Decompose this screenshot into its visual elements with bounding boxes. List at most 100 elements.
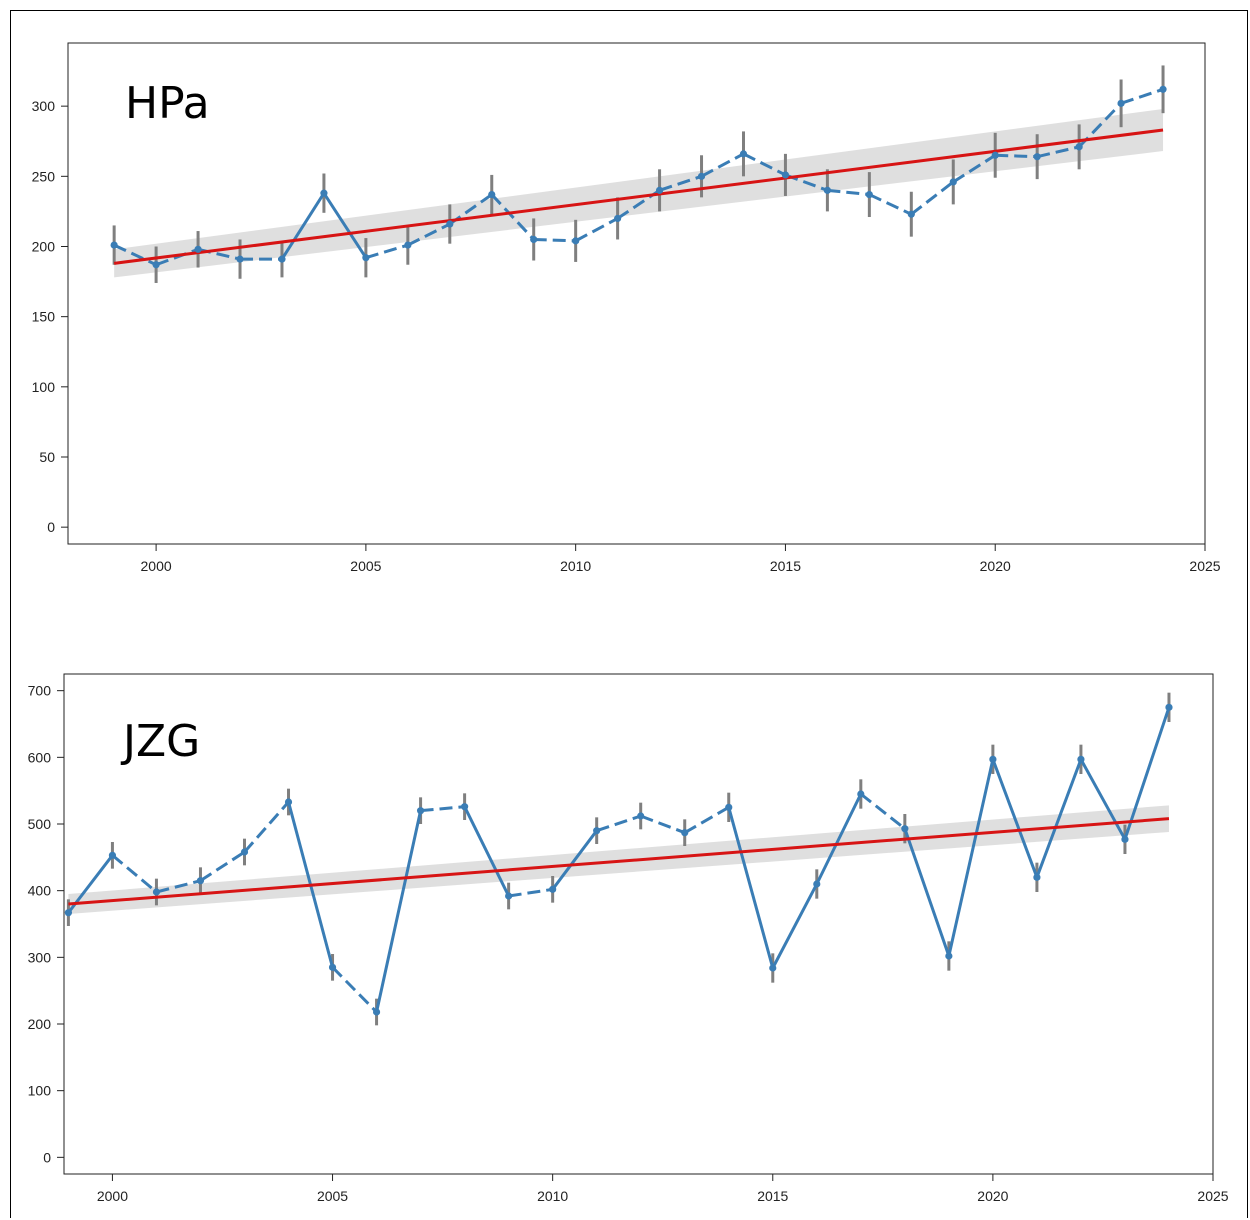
- data-point: [991, 151, 999, 159]
- figure-frame: [10, 10, 1248, 1218]
- series-line-segment: [533, 237, 576, 243]
- data-point: [614, 214, 622, 223]
- trend-confidence-band: [68, 805, 1169, 914]
- series-line-segment: [551, 829, 598, 891]
- data-point: [236, 255, 244, 263]
- series-line-segment: [156, 879, 201, 894]
- data-point: [769, 964, 777, 972]
- series-line-segment: [420, 805, 465, 813]
- data-point: [989, 755, 997, 763]
- data-point: [284, 798, 293, 806]
- data-point: [278, 255, 286, 263]
- data-point: [362, 254, 370, 262]
- trend-line: [113, 128, 1164, 265]
- y-tick-label: 300: [28, 949, 52, 965]
- data-point: [697, 172, 706, 180]
- series-line-segment: [155, 247, 199, 267]
- x-tick-label: 2020: [977, 1188, 1008, 1204]
- series-line-segment: [727, 806, 775, 969]
- data-point: [64, 909, 73, 917]
- data-point: [593, 827, 601, 835]
- series-line-segment: [113, 243, 157, 267]
- data-point: [240, 848, 249, 856]
- y-tick-label: 300: [32, 98, 56, 114]
- series-line-segment: [991, 758, 1039, 878]
- data-point: [194, 245, 202, 253]
- data-point: [681, 829, 689, 837]
- data-point: [152, 261, 160, 269]
- data-point: [549, 885, 557, 893]
- data-point: [823, 186, 831, 194]
- x-tick-label: 2000: [97, 1188, 128, 1204]
- data-point: [1159, 85, 1167, 93]
- panel-title: HPa: [125, 78, 210, 129]
- chart-panel-hpa: 2000 2005 2010 2015 2020 2025 0 50 100 150 200 250 3…: [32, 42, 1221, 574]
- data-point: [949, 178, 957, 186]
- series-line-segment: [574, 217, 619, 243]
- data-point: [328, 963, 337, 971]
- series-line-segment: [952, 154, 997, 184]
- data-point: [1077, 755, 1085, 763]
- y-tick-label: 0: [47, 519, 55, 535]
- series-line-segment: [683, 806, 730, 834]
- y-tick-label: 200: [32, 238, 56, 254]
- data-point: [781, 171, 790, 179]
- y-tick-label: 100: [32, 379, 56, 395]
- series-line-segment: [243, 801, 290, 853]
- data-point: [416, 807, 425, 815]
- data-point: [108, 851, 117, 859]
- data-point: [725, 803, 733, 811]
- series-line-segment: [771, 883, 819, 969]
- x-tick-label: 2010: [537, 1188, 568, 1204]
- y-tick-label: 700: [28, 683, 52, 699]
- x-tick-label: 2005: [317, 1188, 348, 1204]
- series-line-segment: [463, 806, 510, 897]
- x-tick-label: 2000: [141, 558, 172, 574]
- data-point: [196, 877, 205, 885]
- trend-confidence-band: [114, 108, 1164, 278]
- data-point: [488, 190, 496, 199]
- y-tick-label: 200: [28, 1016, 52, 1032]
- series-line-segment: [365, 243, 409, 260]
- series-line-segment: [659, 174, 703, 192]
- y-tick-label: 400: [28, 883, 52, 899]
- series-line-segment: [827, 188, 870, 197]
- data-point: [1075, 143, 1083, 151]
- x-tick-label: 2025: [1197, 1188, 1228, 1204]
- data-point: [637, 812, 645, 820]
- y-tick-label: 250: [32, 168, 56, 184]
- x-tick-label: 2015: [770, 558, 801, 574]
- series-line-segment: [1035, 758, 1083, 878]
- series-line-segment: [280, 192, 326, 260]
- chart-panel-jzg: 2000 2005 2010 2015 2020 2025 0 100 200 300 400 500…: [28, 673, 1229, 1204]
- y-tick-label: 150: [32, 309, 56, 325]
- data-point: [1033, 153, 1041, 161]
- series-line-segment: [815, 793, 863, 885]
- series-line-segment: [596, 814, 642, 833]
- trend-line: [68, 817, 1170, 906]
- series-line-segment: [508, 887, 553, 898]
- series-line-segment: [331, 966, 378, 1014]
- data-point: [152, 888, 161, 896]
- y-tick-label: 0: [43, 1149, 51, 1165]
- data-point: [813, 880, 821, 888]
- x-tick-label: 2025: [1189, 558, 1220, 574]
- series-line-segment: [375, 810, 423, 1013]
- y-tick-label: 50: [39, 449, 55, 465]
- series-line-segment: [1120, 87, 1164, 105]
- y-tick-label: 500: [28, 816, 52, 832]
- data-point: [572, 237, 580, 245]
- y-tick-label: 600: [28, 749, 52, 765]
- series-line-segment: [700, 152, 745, 178]
- data-point: [1165, 703, 1173, 711]
- x-tick-label: 2020: [980, 558, 1011, 574]
- data-point: [404, 241, 412, 249]
- series-line-segment: [490, 193, 535, 241]
- plot-area-border: [63, 673, 1214, 1175]
- data-point: [372, 1008, 381, 1016]
- data-point: [461, 803, 469, 811]
- series-line-segment: [859, 792, 906, 830]
- data-point: [1117, 99, 1125, 107]
- series-line-segment: [111, 854, 158, 894]
